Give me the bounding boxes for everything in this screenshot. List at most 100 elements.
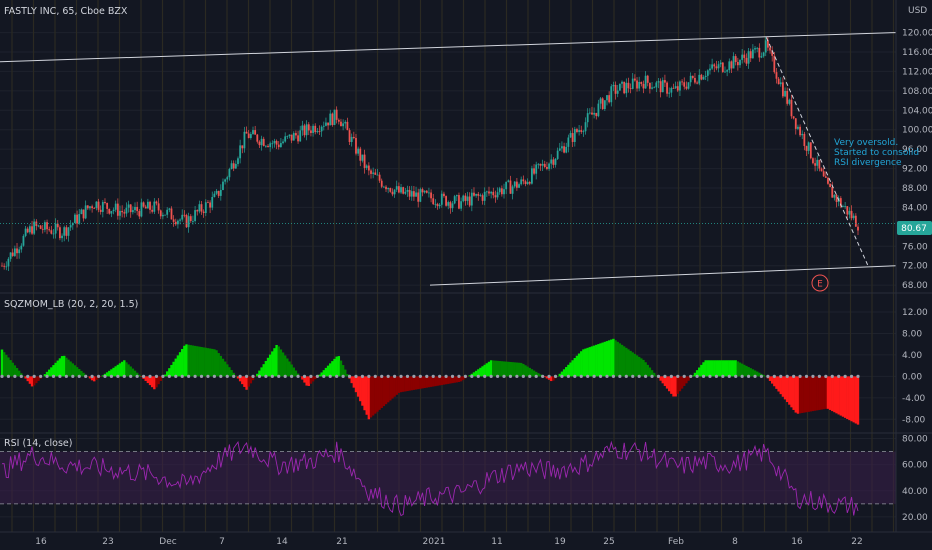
squeeze-bar <box>393 376 396 397</box>
candle-body <box>121 210 124 213</box>
squeeze-bar <box>743 364 746 377</box>
candle-body <box>473 192 475 196</box>
candle-body <box>415 192 417 197</box>
squeeze-dot <box>598 374 603 378</box>
candle-body <box>174 221 177 225</box>
squeeze-bar <box>786 376 789 403</box>
squeeze-dot <box>58 374 62 378</box>
candle-body <box>661 80 664 93</box>
currency-label[interactable]: USD <box>908 6 927 16</box>
squeeze-bar <box>354 376 358 393</box>
candle-body <box>756 47 759 49</box>
squeeze-bar <box>773 376 776 387</box>
squeeze-bar <box>131 368 135 377</box>
squeeze-dot <box>727 374 731 378</box>
squeeze-dot <box>792 374 796 378</box>
squeeze-bar <box>805 376 808 413</box>
squeeze-bar <box>71 363 74 377</box>
candle-body <box>7 258 10 267</box>
candle-body <box>653 87 656 89</box>
squeeze-bar <box>333 358 336 377</box>
candle-body <box>546 167 548 169</box>
candle-body <box>331 113 334 125</box>
candle-body <box>513 181 516 187</box>
squeeze-dot <box>39 374 43 378</box>
price-axis[interactable]: 120.00 116.00 112.00 108.00 104.00 100.00 96.0… <box>902 29 932 523</box>
candle-body <box>292 133 295 141</box>
candle-body <box>766 40 769 48</box>
squeeze-bar <box>640 358 643 377</box>
candle-body <box>696 82 698 84</box>
candle-body <box>67 227 70 236</box>
candle-body <box>492 191 495 196</box>
candle-body <box>599 98 602 104</box>
squeeze-bar <box>382 376 386 407</box>
candle-body <box>805 146 808 151</box>
candle-body <box>638 81 641 89</box>
squeeze-bar <box>178 352 182 377</box>
squeeze-bar <box>719 360 722 377</box>
squeeze-bar <box>294 370 298 377</box>
squeeze-bar <box>481 366 484 377</box>
candle-body <box>370 170 372 174</box>
candle-body <box>26 228 29 233</box>
squeeze-bar <box>241 376 244 385</box>
squeeze-bar <box>412 376 416 390</box>
squeeze-dot <box>592 374 596 378</box>
candle-body <box>200 204 203 212</box>
squeeze-dot <box>701 374 706 378</box>
squeeze-bar <box>356 376 360 397</box>
symbol-title[interactable]: FASTLY INC, 65, Cboe BZX <box>4 6 128 17</box>
candle-body <box>417 192 420 202</box>
candle-body <box>715 66 718 69</box>
squeeze-bar <box>723 360 727 377</box>
time-tick-label: 7 <box>219 537 225 547</box>
annotation-line-3: RSI divergence <box>834 158 902 168</box>
squeeze-dot <box>656 374 661 378</box>
candle-body <box>419 189 422 202</box>
squeeze-bar <box>423 376 426 389</box>
squeeze-bar <box>118 363 122 377</box>
squeeze-bar <box>700 364 703 377</box>
candle-body <box>552 159 555 165</box>
candle-body <box>438 204 441 207</box>
squeeze-bar <box>230 370 233 377</box>
candle-body <box>352 136 355 138</box>
squeeze-tick-label: 0.00 <box>902 372 922 382</box>
candle-body <box>346 121 349 131</box>
squeeze-dot <box>290 374 294 378</box>
candle-body <box>524 181 527 185</box>
rsi-title[interactable]: RSI (14, close) <box>4 438 72 449</box>
candle-body <box>254 130 257 135</box>
candle-body <box>144 206 147 209</box>
squeeze-bar <box>524 365 527 377</box>
squeeze-bar <box>260 367 263 377</box>
squeeze-bar <box>181 348 184 377</box>
squeeze-title[interactable]: SQZMOM_LB (20, 2, 20, 1.5) <box>4 299 138 310</box>
squeeze-dot <box>277 374 281 378</box>
squeeze-bar <box>725 360 729 377</box>
squeeze-dot <box>631 374 635 378</box>
squeeze-bar <box>331 361 334 377</box>
candle-body <box>211 196 214 208</box>
candle-body <box>425 190 428 193</box>
candle-body <box>50 230 53 234</box>
time-axis[interactable]: 16 23 Dec 7 14 21 2021 11 19 25 Feb 8 16 22 <box>35 537 862 547</box>
candle-body <box>129 204 132 213</box>
candle-body <box>31 226 33 234</box>
candle-body <box>839 198 842 207</box>
squeeze-bar <box>344 369 347 377</box>
candle-body <box>312 125 314 133</box>
candle-body <box>114 203 117 210</box>
squeeze-bar <box>73 365 77 377</box>
time-tick-label: 8 <box>732 537 738 547</box>
candle-body <box>359 148 362 161</box>
candle-body <box>395 186 398 190</box>
time-tick-label: Dec <box>159 537 176 547</box>
squeeze-bar <box>625 347 628 377</box>
earnings-marker[interactable] <box>811 274 829 292</box>
squeeze-dot <box>618 374 622 378</box>
candle-body <box>730 61 733 69</box>
candle-body <box>299 130 302 142</box>
squeeze-bar <box>444 376 448 385</box>
